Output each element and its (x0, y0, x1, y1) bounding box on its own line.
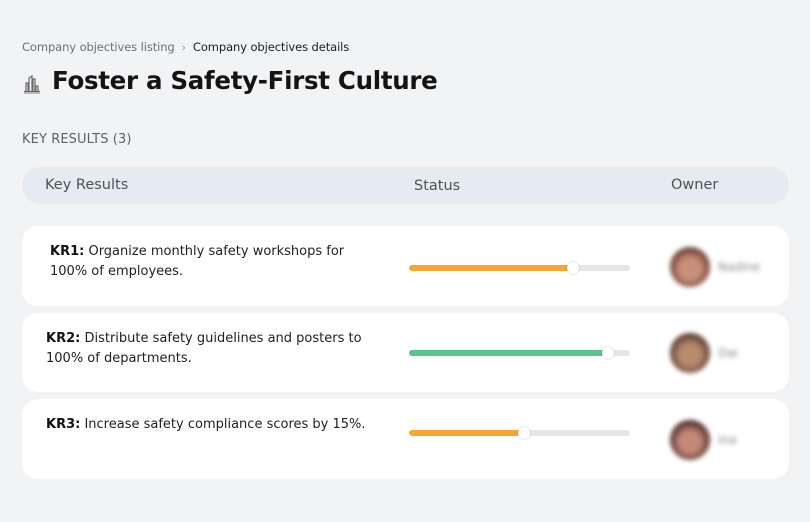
avatar (670, 333, 710, 373)
key-result-code: KR2: (46, 331, 81, 346)
key-result-code: KR3: (46, 417, 81, 432)
key-result-description: KR3: Increase safety compliance scores b… (46, 415, 366, 435)
column-header-status: Status (414, 178, 461, 194)
progress-slider[interactable] (409, 347, 630, 359)
progress-slider[interactable] (409, 262, 630, 274)
page-title: Foster a Safety-First Culture (52, 66, 438, 95)
progress-fill (409, 430, 524, 436)
column-header-key-results: Key Results (45, 177, 129, 193)
avatar (670, 420, 710, 460)
owner-cell[interactable]: Ina (670, 420, 737, 460)
breadcrumb-current-page: Company objectives details (192, 40, 350, 54)
owner-name: Ina (718, 433, 737, 447)
owner-name: Nadine (718, 260, 761, 274)
owner-cell[interactable]: Dai (670, 333, 738, 373)
column-header-owner: Owner (671, 177, 719, 193)
progress-slider-handle[interactable] (601, 347, 614, 359)
progress-fill (409, 350, 608, 356)
key-result-description: KR2: Distribute safety guidelines and po… (46, 329, 366, 369)
avatar (670, 247, 710, 287)
progress-slider-handle[interactable] (517, 427, 530, 439)
building-chart-icon (22, 72, 42, 94)
progress-fill (409, 265, 573, 271)
key-result-row[interactable]: KR3: Increase safety compliance scores b… (22, 399, 789, 479)
key-result-description: KR1: Organize monthly safety workshops f… (50, 242, 370, 282)
key-result-text: Increase safety compliance scores by 15%… (80, 417, 366, 432)
key-result-text: Distribute safety guidelines and posters… (46, 331, 362, 366)
breadcrumb-link-objectives-listing[interactable]: Company objectives listing (22, 40, 175, 54)
key-results-table-header: Key Results Status Owner (22, 167, 789, 204)
key-result-row[interactable]: KR2: Distribute safety guidelines and po… (22, 313, 789, 392)
breadcrumb-chevron-icon: › (181, 40, 186, 54)
progress-slider-handle[interactable] (566, 262, 579, 274)
owner-name: Dai (718, 346, 738, 360)
owner-cell[interactable]: Nadine (670, 247, 760, 287)
key-result-text: Organize monthly safety workshops for 10… (50, 244, 345, 279)
breadcrumb: Company objectives listing › Company obj… (22, 40, 349, 54)
objective-header: Foster a Safety-First Culture (22, 66, 438, 95)
progress-slider[interactable] (409, 427, 630, 439)
key-result-row[interactable]: KR1: Organize monthly safety workshops f… (22, 226, 789, 306)
key-result-code: KR1: (50, 244, 85, 259)
key-results-count-label: KEY RESULTS (3) (22, 132, 132, 147)
